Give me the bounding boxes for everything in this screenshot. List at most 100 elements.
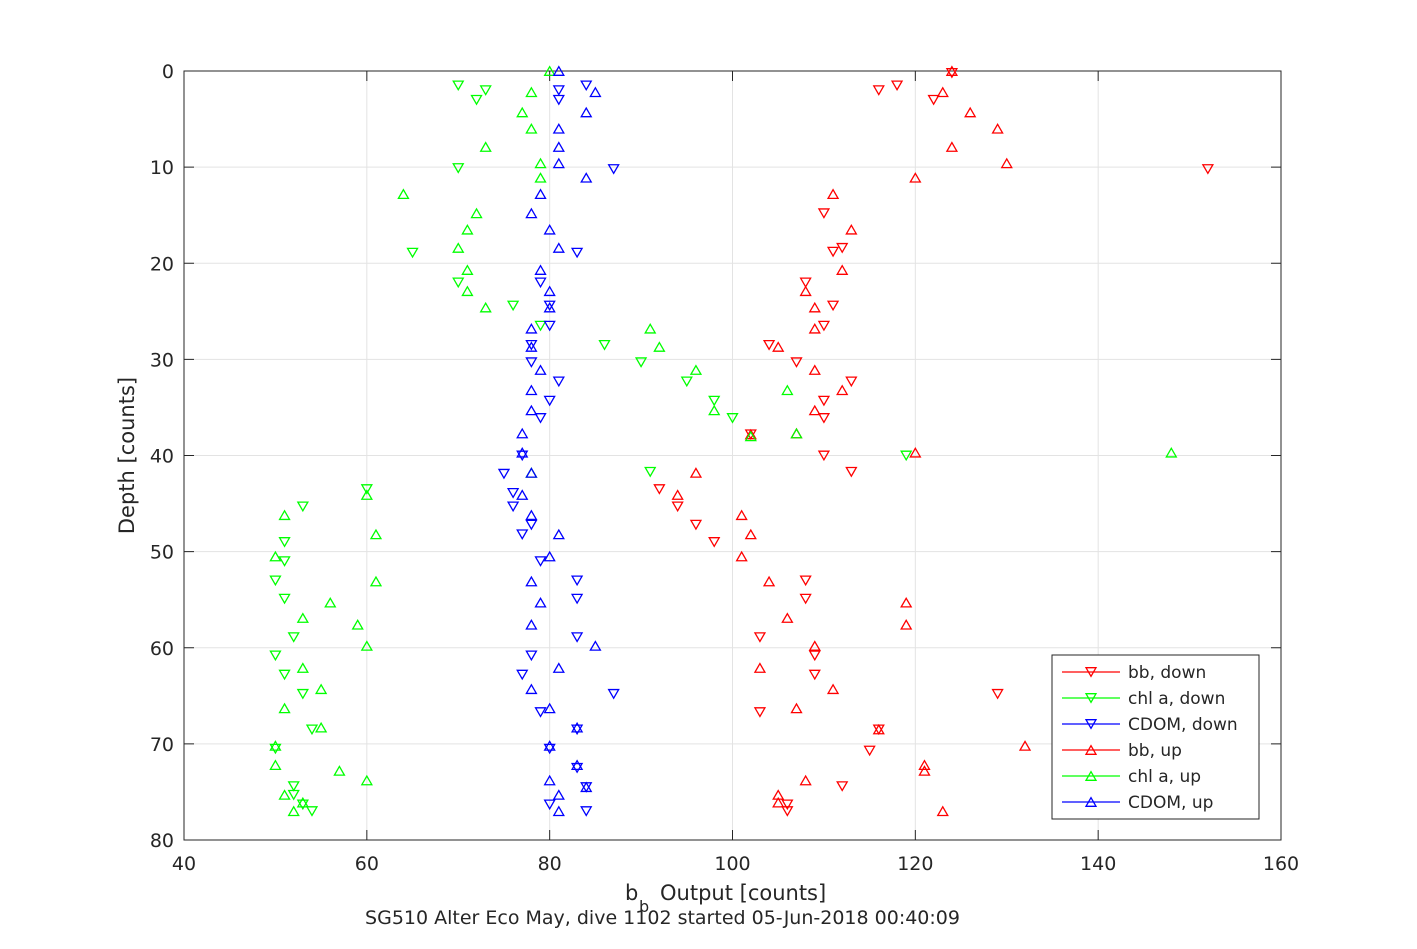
data-point bbox=[927, 94, 940, 106]
data-point bbox=[506, 300, 520, 312]
data-point bbox=[552, 805, 565, 817]
data-point bbox=[296, 799, 309, 811]
data-point bbox=[836, 384, 849, 396]
x-tick-label: 80 bbox=[538, 853, 562, 875]
data-point bbox=[516, 427, 529, 439]
data-point bbox=[506, 501, 520, 513]
data-point bbox=[269, 759, 282, 771]
data-point bbox=[461, 285, 474, 297]
y-tick-label: 50 bbox=[150, 542, 174, 564]
data-point bbox=[360, 489, 373, 500]
data-point bbox=[808, 364, 821, 375]
data-point bbox=[744, 428, 757, 440]
legend-label: bb, down bbox=[1128, 663, 1206, 683]
legend-item: chl a, up bbox=[1062, 767, 1201, 787]
data-point bbox=[552, 376, 565, 388]
data-point bbox=[1165, 446, 1178, 458]
legend-marker bbox=[1084, 719, 1098, 730]
data-point bbox=[534, 596, 547, 608]
data-point bbox=[781, 799, 794, 811]
series-chl-a-down bbox=[269, 80, 913, 817]
data-point bbox=[909, 172, 922, 183]
data-point bbox=[506, 488, 520, 499]
data-point bbox=[543, 320, 556, 332]
data-point bbox=[543, 740, 556, 751]
data-point bbox=[735, 509, 748, 521]
data-point bbox=[552, 94, 565, 106]
data-point bbox=[890, 80, 904, 92]
data-point bbox=[534, 364, 547, 375]
data-point bbox=[516, 446, 529, 458]
data-point bbox=[726, 413, 739, 424]
data-point bbox=[324, 596, 337, 608]
data-point bbox=[799, 774, 812, 786]
legend-label: CDOM, down bbox=[1128, 715, 1238, 735]
legend-marker bbox=[1084, 693, 1098, 704]
data-point bbox=[314, 721, 328, 733]
data-point bbox=[653, 341, 666, 352]
data-point bbox=[817, 208, 831, 219]
data-point bbox=[570, 575, 584, 587]
series-cdom-up bbox=[516, 65, 602, 817]
data-point bbox=[607, 688, 620, 700]
data-point bbox=[552, 85, 565, 96]
data-point bbox=[552, 662, 565, 673]
data-point bbox=[479, 85, 492, 96]
data-point bbox=[836, 781, 849, 792]
data-point bbox=[452, 163, 465, 174]
legend-item: CDOM, down bbox=[1062, 715, 1238, 735]
grid-lines bbox=[183, 70, 1282, 841]
y-tick-label: 0 bbox=[162, 61, 174, 83]
x-tick-label: 120 bbox=[897, 853, 933, 875]
data-point bbox=[808, 301, 821, 313]
data-point bbox=[552, 157, 565, 169]
data-point bbox=[525, 322, 538, 334]
data-point bbox=[817, 413, 831, 424]
data-point bbox=[534, 320, 547, 332]
data-point bbox=[836, 242, 849, 254]
data-point bbox=[708, 404, 721, 416]
data-point bbox=[461, 264, 474, 275]
data-point bbox=[1201, 164, 1214, 175]
data-point bbox=[479, 141, 492, 152]
data-point bbox=[360, 484, 373, 495]
data-point bbox=[525, 123, 538, 134]
data-point bbox=[772, 796, 785, 808]
data-point bbox=[296, 501, 309, 513]
data-point bbox=[278, 702, 291, 714]
data-point bbox=[305, 724, 319, 736]
data-point bbox=[516, 529, 529, 540]
chart-caption: SG510 Alter Eco May, dive 1102 started 0… bbox=[365, 907, 960, 929]
data-point bbox=[525, 683, 538, 695]
data-point bbox=[607, 164, 620, 175]
data-point bbox=[689, 364, 703, 375]
y-tick-label: 40 bbox=[150, 446, 174, 468]
data-point bbox=[369, 528, 383, 540]
data-point bbox=[936, 86, 949, 98]
data-point bbox=[826, 300, 840, 312]
data-point bbox=[863, 745, 876, 757]
data-point bbox=[333, 765, 346, 776]
data-point bbox=[525, 650, 538, 662]
data-point bbox=[845, 466, 858, 478]
data-point bbox=[452, 80, 465, 92]
data-point bbox=[360, 640, 373, 651]
data-point bbox=[552, 123, 565, 134]
data-point bbox=[799, 277, 812, 289]
data-point bbox=[900, 450, 913, 462]
data-point bbox=[296, 662, 309, 673]
x-axis-label-text: Output [counts] bbox=[660, 881, 826, 905]
data-markers bbox=[269, 65, 1214, 817]
data-point bbox=[570, 724, 584, 736]
data-point bbox=[680, 376, 693, 388]
data-point bbox=[552, 789, 565, 800]
data-point bbox=[644, 466, 657, 478]
data-point bbox=[278, 669, 291, 681]
data-point bbox=[918, 759, 931, 771]
data-point bbox=[826, 188, 840, 200]
data-point bbox=[479, 301, 492, 313]
data-point bbox=[543, 65, 556, 76]
data-point bbox=[516, 489, 529, 500]
data-point bbox=[570, 593, 584, 605]
data-point bbox=[900, 596, 913, 608]
